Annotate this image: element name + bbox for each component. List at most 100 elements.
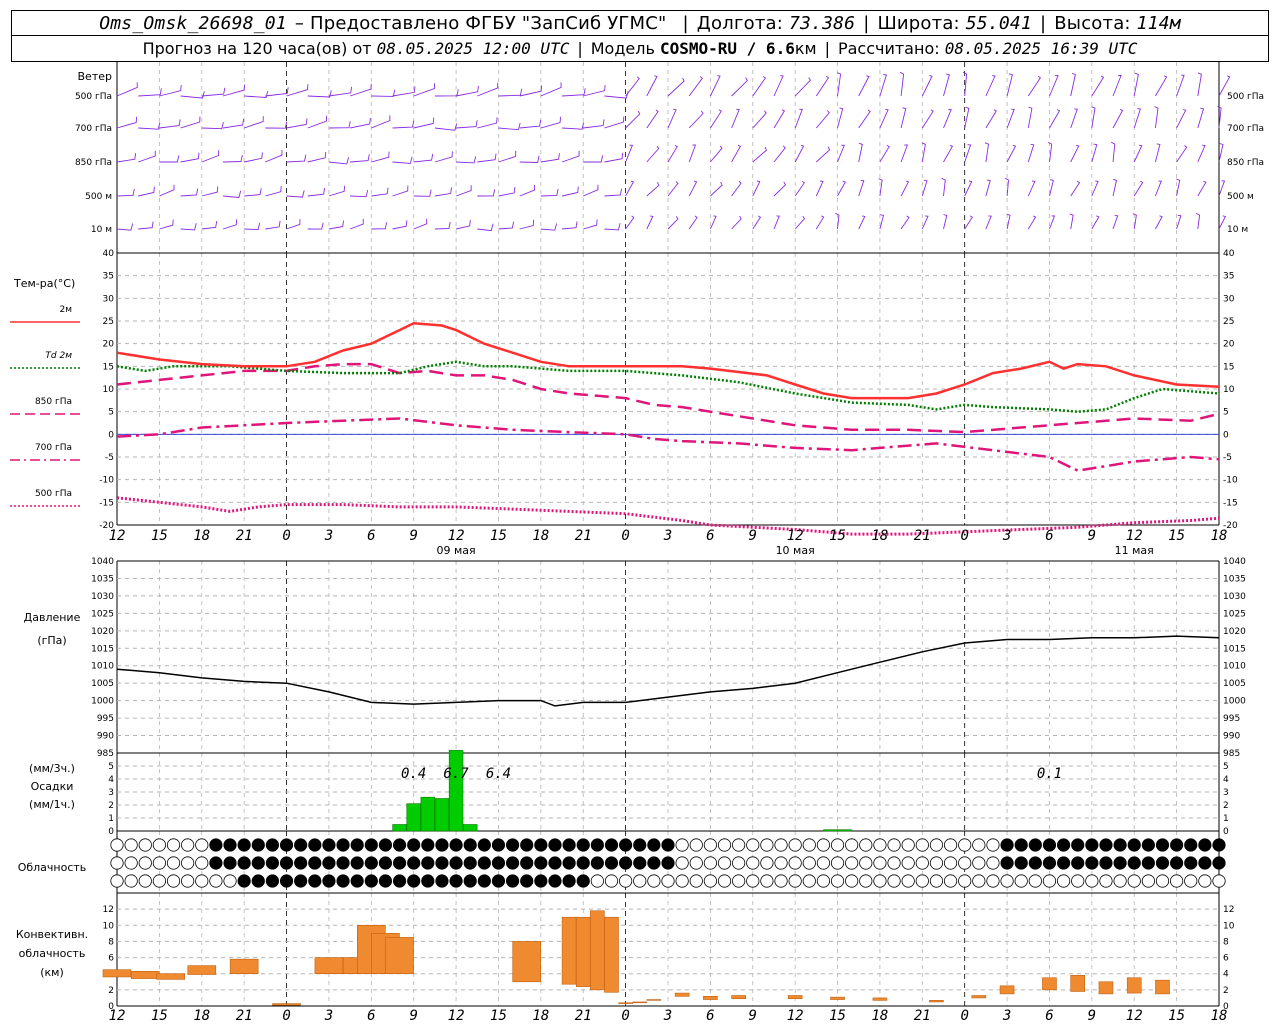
cloud-cover-symbol bbox=[124, 874, 138, 888]
pressure-axis-tick-left: 1000 bbox=[91, 697, 114, 707]
wind-barb bbox=[1176, 145, 1188, 163]
cloud-cover-symbol bbox=[774, 856, 788, 870]
pressure-axis-tick-right: 990 bbox=[1223, 732, 1240, 742]
cloud-cover-symbol bbox=[732, 838, 746, 852]
cloud-cover-symbol bbox=[1184, 838, 1198, 852]
wind-barb bbox=[1069, 213, 1074, 230]
precip-bar bbox=[448, 750, 464, 832]
cloud-cover-symbol bbox=[223, 838, 237, 852]
wind-barb bbox=[667, 216, 679, 230]
wind-barb bbox=[709, 75, 721, 97]
cloud-cover-symbol bbox=[703, 838, 717, 852]
cloud-cover-symbol bbox=[1198, 874, 1212, 888]
pressure-axis-tick-right: 1015 bbox=[1223, 644, 1246, 654]
cloud-cover-symbol bbox=[746, 874, 760, 888]
wind-barb bbox=[879, 144, 890, 163]
time-tick-temp: 0 bbox=[621, 528, 629, 544]
cloud-cover-symbol bbox=[449, 838, 463, 852]
precip-bar bbox=[837, 829, 852, 832]
wind-barb bbox=[646, 75, 658, 97]
wind-barb bbox=[921, 109, 934, 129]
wind-barb bbox=[815, 215, 825, 230]
wind-barb bbox=[943, 73, 950, 97]
precip-bar bbox=[406, 803, 421, 832]
wind-barb bbox=[985, 75, 996, 97]
time-tick-bottom: 3 bbox=[663, 1008, 672, 1024]
cloud-cover-symbol bbox=[477, 856, 491, 870]
cloud-cover-symbol bbox=[350, 856, 364, 870]
wind-barb bbox=[604, 188, 623, 197]
wind-barb bbox=[1091, 75, 1105, 97]
cloud-cover-symbol bbox=[1056, 838, 1071, 852]
latitude-value: 55.041 bbox=[965, 12, 1032, 34]
wind-barb bbox=[519, 219, 535, 230]
wind-barb bbox=[1154, 106, 1159, 129]
cloud-cover-symbol bbox=[463, 838, 477, 852]
wind-barb bbox=[392, 86, 416, 97]
wind-barb bbox=[710, 181, 723, 197]
cloud-cover-symbol bbox=[124, 856, 138, 870]
cloud-cover-symbol bbox=[265, 856, 280, 870]
cloud-cover-symbol bbox=[265, 838, 280, 852]
precip-bar bbox=[823, 829, 838, 832]
precip-title: Осадки bbox=[31, 780, 74, 793]
cloud-cover-symbol bbox=[1085, 856, 1099, 870]
cloud-cover-symbol bbox=[336, 874, 350, 888]
wind-barb bbox=[1197, 180, 1207, 197]
cloud-cover-symbol bbox=[1198, 838, 1212, 852]
wind-barb bbox=[943, 108, 952, 129]
wind-barb bbox=[413, 153, 434, 163]
cloud-cover-symbol bbox=[223, 874, 237, 888]
cloud-cover-symbol bbox=[915, 838, 929, 852]
wind-barb bbox=[180, 116, 201, 129]
conv-cloud-bar bbox=[1070, 975, 1086, 992]
wind-barb bbox=[646, 215, 654, 230]
wind-barb bbox=[1070, 72, 1076, 97]
wind-barb bbox=[583, 219, 598, 230]
cloud-cover-symbol bbox=[788, 856, 802, 870]
wind-barb bbox=[667, 181, 679, 197]
cloud-cover-symbol bbox=[166, 838, 181, 852]
cloud-cover-symbol bbox=[1028, 838, 1042, 852]
conv-cloud-bar bbox=[102, 969, 132, 978]
wind-barb bbox=[1004, 177, 1009, 197]
conv-axis-tick-right: 10 bbox=[1223, 921, 1235, 931]
cloud-cover-symbol bbox=[209, 856, 223, 870]
time-tick-bottom: 6 bbox=[1045, 1008, 1053, 1024]
cloud-cover-symbol bbox=[520, 874, 534, 888]
wind-barb bbox=[222, 154, 243, 163]
cloud-cover-symbol bbox=[1127, 856, 1141, 870]
wind-level-left: 700 гПа bbox=[75, 124, 112, 134]
wind-barb bbox=[985, 179, 991, 197]
conv-cloud-bar bbox=[130, 970, 160, 979]
wind-barb bbox=[222, 118, 245, 129]
wind-barb bbox=[349, 83, 372, 97]
wind-barb bbox=[265, 87, 289, 97]
wind-barb bbox=[1133, 72, 1139, 97]
precip-annotation: 0.1 bbox=[1037, 766, 1062, 782]
wind-barb bbox=[879, 214, 885, 230]
pressure-axis-tick-left: 1035 bbox=[91, 574, 114, 584]
conv-axis-tick-left: 2 bbox=[108, 986, 114, 996]
conv-axis-tick-right: 2 bbox=[1223, 986, 1229, 996]
cloud-cover-symbol bbox=[887, 838, 901, 852]
wind-barb bbox=[307, 187, 326, 197]
wind-barb bbox=[1027, 143, 1035, 163]
cloud-cover-symbol bbox=[986, 838, 1000, 852]
temp-axis-tick-right: 0 bbox=[1223, 430, 1229, 440]
cloud-cover-symbol bbox=[562, 874, 576, 888]
cloud-cover-symbol bbox=[1141, 856, 1155, 870]
time-tick-bottom: 12 bbox=[1126, 1008, 1143, 1024]
cloud-cover-symbol bbox=[675, 838, 689, 852]
conv-cloud-bar bbox=[999, 985, 1015, 995]
conv-cloud-bar bbox=[1042, 977, 1057, 991]
cloud-cover-symbol bbox=[717, 874, 732, 888]
wind-barb bbox=[265, 186, 282, 197]
wind-barb bbox=[540, 82, 562, 97]
wind-barb bbox=[583, 155, 604, 163]
temp-axis-tick-right: -10 bbox=[1223, 476, 1238, 486]
wind-barb bbox=[328, 156, 350, 165]
wind-barb bbox=[625, 144, 634, 163]
cloud-cover-symbol bbox=[774, 874, 788, 888]
cloud-cover-symbol bbox=[1170, 856, 1184, 870]
